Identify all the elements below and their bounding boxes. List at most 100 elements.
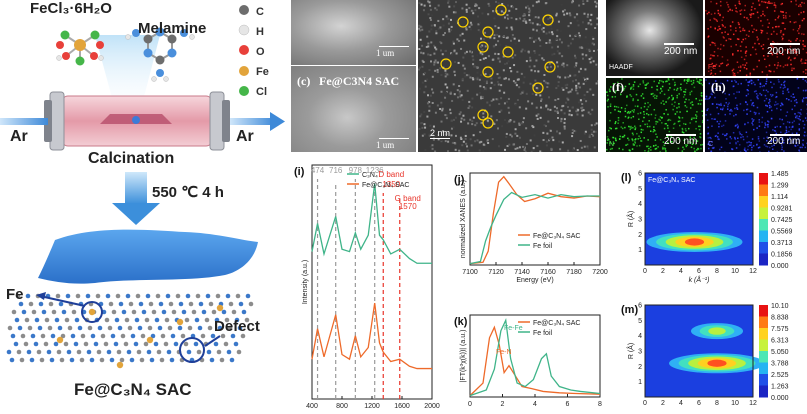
haadf-pixel bbox=[504, 63, 507, 66]
eds-signal-dot bbox=[630, 125, 632, 128]
haadf-pixel bbox=[432, 91, 435, 94]
haadf-pixel bbox=[475, 122, 478, 125]
haadf-pixel bbox=[435, 30, 438, 33]
haadf-pixel bbox=[449, 112, 452, 115]
haadf-pixel bbox=[427, 45, 430, 48]
haadf-pixel bbox=[467, 74, 470, 77]
lattice-atom bbox=[143, 341, 149, 347]
eds-signal-dot bbox=[795, 3, 798, 6]
haadf-pixel bbox=[507, 4, 510, 7]
haadf-pixel bbox=[426, 115, 429, 118]
haadf-pixel bbox=[518, 146, 521, 149]
haadf-pixel bbox=[555, 12, 558, 15]
eds-signal-dot bbox=[665, 109, 667, 111]
haadf-pixel bbox=[498, 57, 501, 60]
legend-c: C bbox=[256, 6, 264, 18]
haadf-pixel bbox=[571, 135, 574, 138]
haadf-pixel bbox=[537, 16, 540, 19]
eds-signal-dot bbox=[699, 136, 701, 138]
haadf-pixel bbox=[519, 92, 522, 95]
haadf-pixel bbox=[596, 23, 598, 26]
haadf-pixel bbox=[578, 4, 581, 7]
eds-signal-dot bbox=[782, 11, 784, 13]
eds-signal-dot bbox=[757, 147, 760, 149]
eds-signal-dot bbox=[784, 132, 786, 135]
haadf-pixel bbox=[496, 73, 499, 76]
eds-signal-dot bbox=[688, 99, 690, 101]
eds-signal-dot bbox=[615, 90, 617, 92]
haadf-pixel bbox=[458, 143, 461, 146]
haadf-pixel bbox=[525, 142, 528, 145]
eds-signal-dot bbox=[659, 151, 661, 152]
eds-signal-dot bbox=[671, 140, 673, 143]
haadf-pixel bbox=[545, 144, 548, 147]
haadf-pixel bbox=[590, 23, 593, 26]
eds-signal-dot bbox=[783, 150, 785, 152]
haadf-pixel bbox=[523, 12, 526, 15]
eds-signal-dot bbox=[745, 55, 747, 57]
eds-signal-dot bbox=[771, 139, 773, 141]
haadf-pixel bbox=[450, 52, 453, 55]
haadf-pixel bbox=[456, 38, 459, 41]
eds-signal-dot bbox=[649, 104, 651, 106]
haadf-pixel bbox=[542, 27, 545, 30]
eds-signal-dot bbox=[628, 149, 631, 151]
eds-signal-dot bbox=[694, 150, 696, 152]
haadf-pixel bbox=[528, 19, 531, 22]
haadf-pixel bbox=[547, 82, 550, 85]
haadf-pixel bbox=[418, 2, 421, 5]
haadf-pixel bbox=[452, 126, 455, 129]
lattice-atom bbox=[73, 341, 79, 347]
eds-signal-dot bbox=[795, 51, 798, 53]
lattice-atom bbox=[160, 333, 166, 339]
eds-signal-dot bbox=[721, 108, 724, 111]
lattice-atom bbox=[208, 301, 214, 307]
eds-signal-dot bbox=[785, 129, 788, 132]
eds-signal-dot bbox=[643, 111, 645, 113]
haadf-pixel bbox=[496, 33, 499, 36]
haadf-pixel bbox=[573, 54, 576, 57]
haadf-pixel bbox=[548, 139, 551, 142]
lattice-atom bbox=[216, 349, 222, 355]
eds-signal-dot bbox=[668, 96, 670, 99]
eds-signal-dot bbox=[782, 142, 785, 144]
lattice-atom bbox=[85, 293, 91, 299]
haadf-pixel bbox=[537, 37, 540, 40]
lattice-atom bbox=[44, 317, 50, 323]
haadf-pixel bbox=[584, 36, 587, 39]
eds-signal-dot bbox=[701, 143, 703, 146]
eds-signal-dot bbox=[768, 146, 771, 149]
haadf-pixel bbox=[548, 39, 551, 42]
haadf-pixel bbox=[500, 10, 503, 13]
haadf-pixel bbox=[442, 130, 445, 133]
lattice-atom bbox=[14, 317, 20, 323]
haadf-pixel bbox=[480, 37, 483, 40]
lattice-atom bbox=[184, 317, 190, 323]
lattice-atom bbox=[48, 301, 54, 307]
haadf-pixel bbox=[494, 25, 497, 28]
eds-signal-dot bbox=[689, 122, 691, 124]
x-tick-label: 8 bbox=[715, 400, 719, 407]
haadf-pixel bbox=[505, 132, 508, 135]
eds-signal-dot bbox=[681, 150, 684, 152]
haadf-pixel bbox=[561, 63, 564, 66]
haadf-pixel bbox=[581, 114, 584, 117]
haadf-pixel bbox=[484, 57, 487, 60]
lattice-atom bbox=[16, 349, 22, 355]
haadf-pixel bbox=[581, 21, 584, 24]
eds-signal-dot bbox=[800, 11, 802, 14]
lattice-atom bbox=[181, 309, 187, 315]
eds-signal-dot bbox=[634, 141, 636, 143]
eds-signal-dot bbox=[655, 120, 657, 123]
haadf-pixel bbox=[513, 64, 516, 67]
haadf-pixel bbox=[493, 83, 496, 86]
haadf-pixel bbox=[428, 133, 431, 136]
haadf-pixel bbox=[436, 61, 439, 64]
lattice-atom bbox=[159, 357, 165, 363]
eds-signal-dot bbox=[740, 9, 743, 11]
haadf-pixel bbox=[576, 75, 579, 78]
eds-signal-dot bbox=[737, 21, 740, 24]
eds-signal-dot bbox=[790, 63, 792, 66]
eds-signal-dot bbox=[779, 104, 782, 107]
eds-signal-dot bbox=[622, 136, 625, 138]
